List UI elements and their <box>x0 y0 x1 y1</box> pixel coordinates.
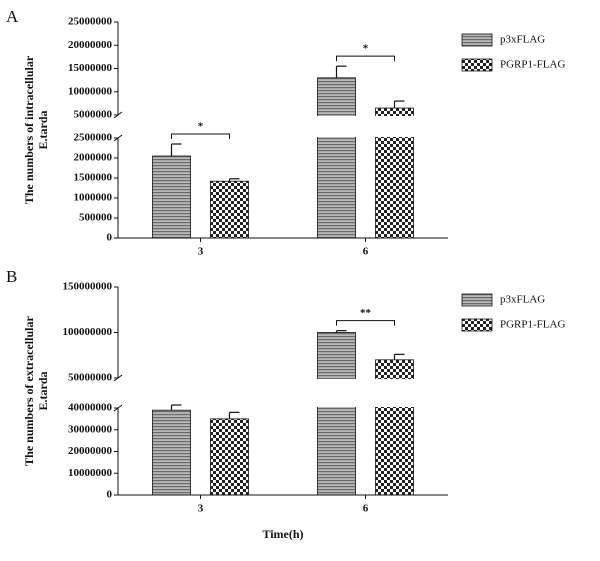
y-tick-label: 50000000 <box>68 372 113 384</box>
panel-label: A <box>6 7 19 26</box>
y-tick-label: 20000000 <box>68 445 113 457</box>
axis-break-mark <box>113 134 123 142</box>
x-tick-label: 6 <box>363 246 369 258</box>
error-bar <box>393 100 405 109</box>
axis-break-mark <box>113 374 123 382</box>
error-bar <box>228 411 240 419</box>
significance-bracket <box>336 320 395 326</box>
x-tick-label: 3 <box>198 503 204 515</box>
x-tick-label: 3 <box>198 246 204 258</box>
y-tick-label: 500000 <box>79 212 113 224</box>
x-tick-label: 6 <box>363 503 369 515</box>
legend-swatch <box>461 58 493 72</box>
y-tick-label: 10000000 <box>68 85 113 97</box>
legend-label: p3xFLAG <box>500 34 545 46</box>
legend-swatch <box>461 318 493 332</box>
error-bar <box>170 143 182 156</box>
significance-label: * <box>363 43 369 55</box>
y-tick-label: 40000000 <box>68 402 113 414</box>
y-axis-label: The numbers of intracellular <box>22 55 36 204</box>
error-bar <box>170 404 182 411</box>
y-tick-label: 1000000 <box>74 192 113 204</box>
significance-label: ** <box>360 307 372 319</box>
axis-break <box>119 379 449 407</box>
bar <box>210 180 249 239</box>
y-tick-label: 25000000 <box>68 16 113 28</box>
bar <box>152 409 191 496</box>
significance-label: * <box>198 121 204 133</box>
y-tick-label: 1500000 <box>74 172 113 184</box>
significance-bracket <box>171 133 230 139</box>
y-tick-label: 5000000 <box>74 109 113 121</box>
y-tick-label: 100000000 <box>63 326 113 338</box>
error-bar <box>228 178 240 182</box>
axis-break-mark <box>113 404 123 412</box>
panel-label: B <box>6 267 17 286</box>
legend-label: PGRP1-FLAG <box>500 59 565 71</box>
y-tick-label: 30000000 <box>68 423 113 435</box>
y-tick-label: 2500000 <box>74 132 113 144</box>
y-tick-label: 20000000 <box>68 39 113 51</box>
y-tick-label: 2000000 <box>74 152 113 164</box>
error-bar <box>335 330 347 333</box>
axis-break-mark <box>113 111 123 119</box>
significance-bracket <box>336 55 395 62</box>
y-tick-label: 15000000 <box>68 62 113 74</box>
y-tick-label: 0 <box>107 232 113 244</box>
legend-label: PGRP1-FLAG <box>500 319 565 331</box>
y-axis-label: E.tarda <box>36 111 50 150</box>
legend-swatch <box>461 293 493 307</box>
bar <box>152 155 191 239</box>
bar <box>317 77 356 239</box>
error-bar <box>393 353 405 360</box>
y-tick-label: 0 <box>107 489 113 501</box>
legend-label: p3xFLAG <box>500 294 545 306</box>
y-axis-label: The numbers of extracellular <box>22 316 36 466</box>
y-axis-label: E.tarda <box>36 372 50 411</box>
axis-break <box>119 116 449 137</box>
legend-swatch <box>461 33 493 47</box>
bar <box>210 418 249 496</box>
y-tick-label: 10000000 <box>68 467 113 479</box>
x-axis-label: Time(h) <box>262 527 303 541</box>
error-bar <box>335 65 347 78</box>
y-tick-label: 150000000 <box>63 281 113 293</box>
bar <box>317 332 356 496</box>
